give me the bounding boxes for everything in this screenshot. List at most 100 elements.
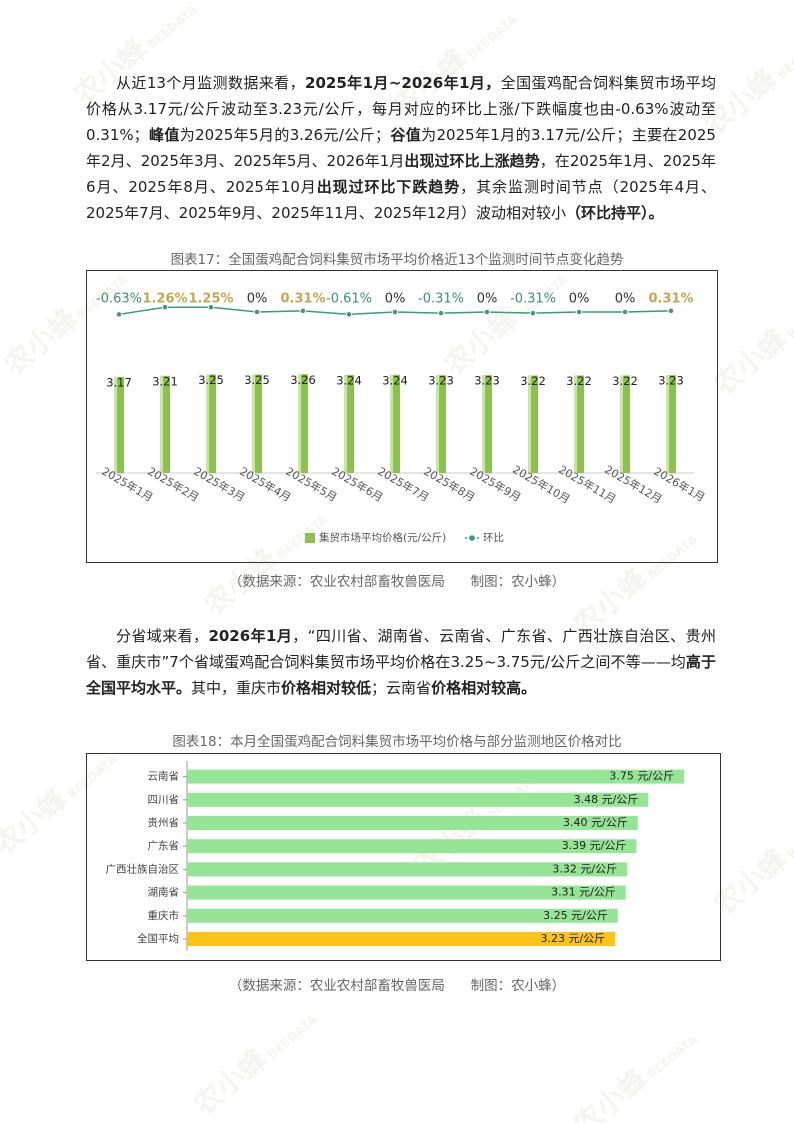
bar <box>390 374 400 473</box>
watermark-text: 农小蜂 <box>707 322 794 402</box>
watermark-text: 农小蜂 <box>0 302 84 382</box>
bar <box>436 375 446 473</box>
line-point <box>667 307 675 315</box>
text-run: 价格相对较低 <box>281 679 372 697</box>
line-point <box>207 303 215 311</box>
bar <box>187 792 649 807</box>
y-tick-label: 四川省 <box>148 793 180 806</box>
line-label: 0% <box>385 292 406 307</box>
line-label: -0.63% <box>96 292 142 307</box>
legend-dot <box>469 535 475 541</box>
bar-label: 3.26 <box>290 373 316 387</box>
text-run: 分省域来看， <box>116 627 209 645</box>
bar-label: 3.21 <box>152 374 178 388</box>
bar-highlight <box>574 375 577 473</box>
watermark-text: 农小蜂 <box>0 782 74 862</box>
bar <box>620 375 630 473</box>
line-point <box>115 311 123 318</box>
text-run: 2026年1月 <box>208 627 293 645</box>
line-point <box>161 303 169 311</box>
watermark-sub: BEEDATA <box>784 812 794 862</box>
line-point <box>529 309 537 317</box>
text-run: 峰值 <box>148 126 180 144</box>
bar <box>298 374 308 473</box>
line-label: -0.61% <box>326 292 372 307</box>
bar-label: 3.22 <box>566 374 592 388</box>
y-tick-label: 贵州省 <box>148 816 180 829</box>
x-tick-label: 2025年8月 <box>421 464 477 505</box>
line-label: 0% <box>247 292 268 307</box>
bar-label: 3.23 元/公斤 <box>540 932 605 945</box>
bar-label: 3.23 <box>428 374 454 388</box>
bar-highlight <box>160 375 163 473</box>
bar-highlight <box>114 376 117 473</box>
x-tick-label: 2025年6月 <box>329 464 385 505</box>
bar <box>574 375 584 473</box>
line-label: 0% <box>477 292 498 307</box>
bar-highlight <box>482 375 485 473</box>
chart-caption: 图表18：本月全国蛋鸡配合饲料集贸市场平均价格与部分监测地区价格对比 <box>172 734 622 750</box>
bar-label: 3.31 元/公斤 <box>551 886 616 899</box>
line-point <box>575 308 583 316</box>
text-run: 2025年1月~2026年1月， <box>305 74 501 92</box>
bar-highlight <box>528 375 531 473</box>
bar <box>482 375 492 473</box>
watermark-text: 农小蜂 <box>187 1042 274 1122</box>
bar-label: 3.39 元/公斤 <box>562 839 627 852</box>
line-label: 0.31% <box>280 292 325 307</box>
bar <box>187 885 626 900</box>
watermark-sub: BEEDATA <box>144 2 201 52</box>
bar-highlight <box>298 374 301 473</box>
text-run: 从近13个月监测数据来看， <box>116 74 306 92</box>
x-tick-label: 2025年5月 <box>283 464 339 505</box>
watermark-text: 农小蜂 <box>567 1062 654 1123</box>
watermark: 农小蜂BEEDATA <box>565 1017 704 1123</box>
x-tick-label: 2025年3月 <box>191 464 247 505</box>
y-tick-label: 云南省 <box>148 770 180 783</box>
paragraph: 从近13个月监测数据来看，2025年1月~2026年1月，全国蛋鸡配合饲料集贸市… <box>86 70 716 226</box>
bar-label: 3.22 <box>520 374 546 388</box>
bar-label: 3.40 元/公斤 <box>563 816 628 829</box>
x-tick-label: 2025年4月 <box>237 464 293 505</box>
text-run: 出现过环比上涨趋势 <box>404 152 540 170</box>
text-run: ，在2025年1月、2025年6月、2025年8月、2025年10月 <box>86 152 716 196</box>
bar-label: 3.23 <box>658 374 684 388</box>
text-run: 全国蛋鸡配合饲料集贸市场平均价格从3.17元/公斤波动至3.23元/公斤，每月对… <box>86 74 716 144</box>
y-tick-label: 广东省 <box>148 839 180 852</box>
line-point <box>437 309 445 317</box>
line-label: -0.31% <box>510 292 556 307</box>
bar-highlight <box>620 375 623 473</box>
bar <box>344 374 354 473</box>
source-note: （数据来源：农业农村部畜牧兽医局 制图：农小蜂） <box>228 574 566 590</box>
watermark-sub: BEEDATA <box>774 32 794 82</box>
bar <box>160 375 170 473</box>
y-tick-label: 广西壮族自治区 <box>106 862 180 875</box>
line-point <box>253 308 261 316</box>
bar-label: 3.75 元/公斤 <box>609 770 674 783</box>
line-point <box>391 308 399 316</box>
line-point <box>299 307 307 315</box>
bar <box>528 375 538 473</box>
source-note: （数据来源：农业农村部畜牧兽医局 制图：农小蜂） <box>228 978 566 994</box>
legend-label: 集贸市场平均价格(元/公斤) <box>319 531 446 544</box>
bar <box>206 374 216 473</box>
bar-label: 3.17 <box>106 375 132 389</box>
bar <box>187 932 616 946</box>
bar <box>114 376 124 473</box>
line-label: 1.25% <box>188 292 233 307</box>
bar-highlight <box>206 374 209 473</box>
x-tick-label: 2025年1月 <box>99 464 155 505</box>
text-run: 高于全国平均水平。 <box>86 653 716 697</box>
bar <box>187 862 628 877</box>
line-label: 0% <box>569 292 590 307</box>
y-tick-label: 湖南省 <box>148 886 180 899</box>
text-run: ，其余监测时间节点（2025年4月、2025年7月、2025年9月、2025年1… <box>86 178 716 222</box>
bar-highlight <box>344 374 347 473</box>
line-label: 0.31% <box>648 292 693 307</box>
bar <box>187 839 637 854</box>
text-run: 其中，重庆市 <box>191 679 282 697</box>
line-point <box>621 308 629 316</box>
y-tick-label: 重庆市 <box>148 909 180 922</box>
